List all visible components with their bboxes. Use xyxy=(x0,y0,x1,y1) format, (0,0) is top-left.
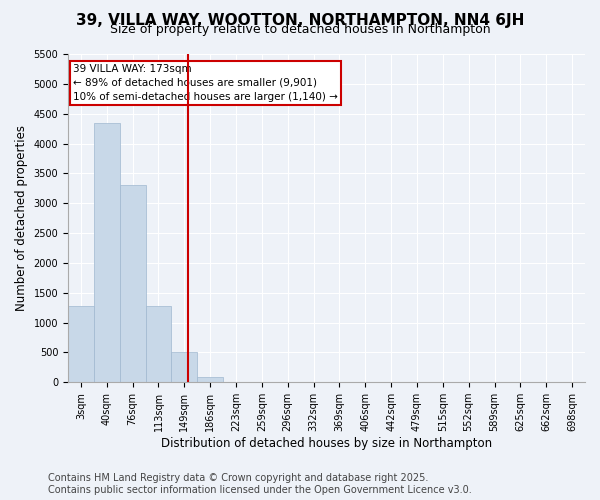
Bar xyxy=(172,352,197,382)
X-axis label: Distribution of detached houses by size in Northampton: Distribution of detached houses by size … xyxy=(161,437,492,450)
Text: 39, VILLA WAY, WOOTTON, NORTHAMPTON, NN4 6JH: 39, VILLA WAY, WOOTTON, NORTHAMPTON, NN4… xyxy=(76,12,524,28)
Text: Size of property relative to detached houses in Northampton: Size of property relative to detached ho… xyxy=(110,22,490,36)
Text: 39 VILLA WAY: 173sqm
← 89% of detached houses are smaller (9,901)
10% of semi-de: 39 VILLA WAY: 173sqm ← 89% of detached h… xyxy=(73,64,338,102)
Y-axis label: Number of detached properties: Number of detached properties xyxy=(15,125,28,311)
Bar xyxy=(94,122,120,382)
Bar xyxy=(120,186,146,382)
Text: Contains HM Land Registry data © Crown copyright and database right 2025.
Contai: Contains HM Land Registry data © Crown c… xyxy=(48,474,472,495)
Bar xyxy=(197,377,223,382)
Bar xyxy=(146,306,172,382)
Bar xyxy=(68,306,94,382)
